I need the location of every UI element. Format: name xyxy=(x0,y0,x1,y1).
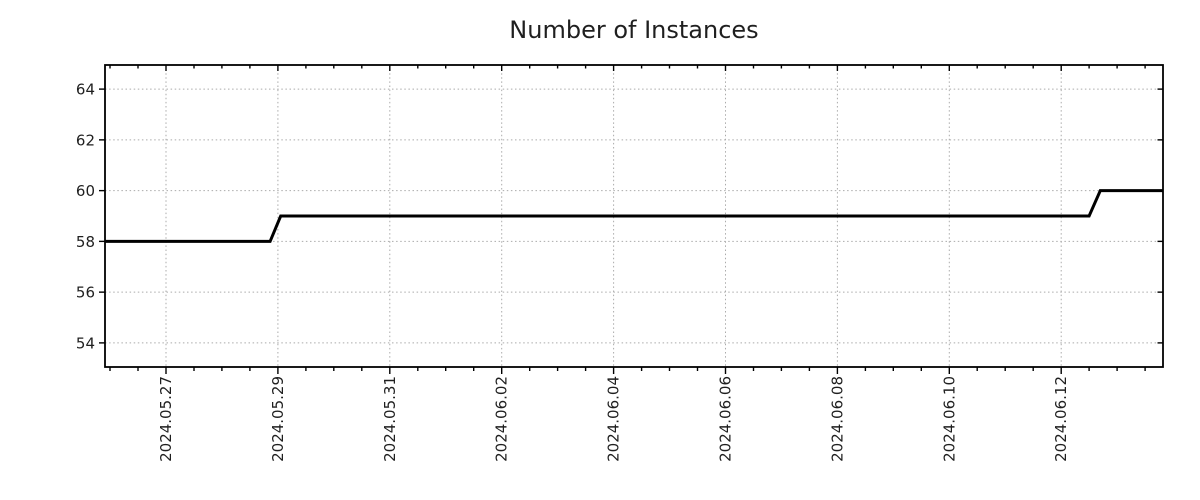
plot-frame xyxy=(104,64,1164,368)
x-tick-label: 2024.05.31 xyxy=(381,376,399,462)
x-tick-label: 2024.06.12 xyxy=(1052,376,1070,462)
x-tick-label: 2024.06.02 xyxy=(493,376,511,462)
x-tick-label: 2024.06.06 xyxy=(716,376,734,462)
y-tick-label: 54 xyxy=(76,334,95,352)
y-tick-label: 56 xyxy=(76,284,95,302)
y-tick-label: 62 xyxy=(76,131,95,149)
x-tick-label: 2024.05.27 xyxy=(157,376,175,462)
x-tick-label: 2024.05.29 xyxy=(269,376,287,462)
x-tick-label: 2024.06.04 xyxy=(605,376,623,462)
y-tick-label: 58 xyxy=(76,233,95,251)
x-tick-label: 2024.06.08 xyxy=(828,376,846,462)
y-tick-label: 60 xyxy=(76,182,95,200)
y-tick-label: 64 xyxy=(76,81,95,99)
x-tick-label: 2024.06.10 xyxy=(940,376,958,462)
instances-series-line xyxy=(105,189,1163,243)
chart-title: Number of Instances xyxy=(509,16,759,44)
